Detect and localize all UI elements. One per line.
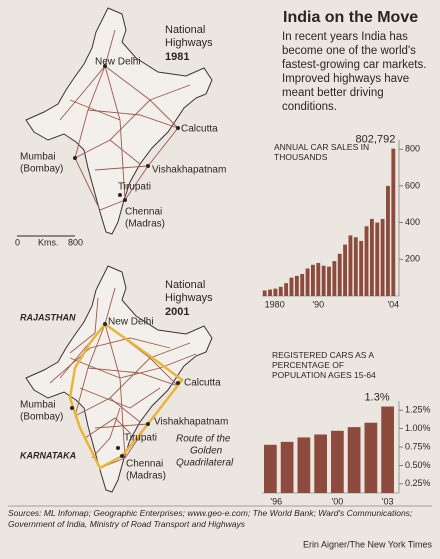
- bar: [278, 286, 283, 296]
- bar: [321, 265, 326, 296]
- scale-label: Kms.: [38, 237, 59, 247]
- bar: [343, 244, 348, 296]
- route-label: Golden: [190, 446, 223, 457]
- y-tick-label: 0.75%: [405, 441, 431, 451]
- golden-quadrilateral: [68, 322, 184, 470]
- city-label: Calcutta: [184, 378, 221, 389]
- state-label: KARNATAKA: [20, 450, 76, 460]
- bar: [364, 226, 369, 296]
- y-tick-label: 400: [405, 217, 420, 227]
- city-label: Calcutta: [181, 124, 218, 135]
- bar: [305, 268, 310, 296]
- chart-title-box: REGISTERED CARS AS A PERCENTAGE OF POPUL…: [272, 350, 376, 380]
- value-label: 802,792: [356, 134, 396, 146]
- city-label: Tirupati: [118, 182, 151, 193]
- state-label: RAJASTHAN: [20, 312, 76, 322]
- bar: [284, 283, 289, 296]
- city-label: Mumbai: [20, 400, 56, 411]
- bar: [264, 444, 277, 493]
- city-label: Chennai: [126, 459, 163, 470]
- sources: Sources: ML Infomap; Geographic Enterpri…: [8, 508, 413, 529]
- bar: [359, 240, 364, 296]
- x-tick-label: '00: [332, 496, 344, 506]
- bar: [268, 289, 272, 296]
- scale-label: 800: [68, 237, 83, 247]
- bar: [347, 427, 361, 493]
- page-title: India on the Move: [283, 9, 418, 26]
- chart-title: REGISTERED CARS AS A PERCENTAGE OF POPUL…: [272, 350, 376, 380]
- route-label: Quadrilateral: [176, 458, 234, 469]
- bar: [262, 290, 267, 296]
- bar: [289, 277, 294, 296]
- bar: [297, 437, 311, 493]
- route-label: Route of the: [176, 434, 231, 445]
- y-tick-label: 1.25%: [405, 405, 431, 415]
- city-label: (Madras): [126, 471, 166, 482]
- bar: [375, 222, 380, 296]
- y-tick-label: 600: [405, 180, 420, 190]
- city-label: Chennai: [125, 207, 162, 218]
- city-label: New Delhi: [95, 57, 141, 68]
- y-tick-label: 800: [405, 144, 420, 154]
- bar: [380, 218, 385, 296]
- x-tick-label: '04: [387, 299, 399, 309]
- bar: [273, 288, 278, 296]
- map-title: National: [165, 24, 205, 36]
- map-title: Highways: [165, 292, 213, 304]
- x-tick-label: 1980: [265, 299, 285, 309]
- bar: [337, 253, 342, 296]
- bar: [327, 266, 331, 296]
- chart-title-box: ANNUAL CAR SALES IN THOUSANDS: [274, 142, 370, 162]
- city-label: Vishakhapatnam: [152, 165, 226, 176]
- bar: [314, 434, 327, 493]
- intro-box: In recent years India has become one of …: [282, 31, 427, 113]
- y-tick-label: 1.00%: [405, 423, 431, 433]
- bar: [332, 261, 337, 296]
- y-tick-label: 0.25%: [405, 478, 431, 488]
- bar: [369, 218, 374, 296]
- map-title: National: [165, 279, 205, 291]
- intro: In recent years India has become one of …: [282, 31, 427, 113]
- bar: [386, 185, 390, 296]
- map-title: Highways: [165, 37, 213, 49]
- bar: [280, 441, 294, 493]
- bar: [353, 237, 358, 296]
- map-1981: National Highways 1981 New Delhi Calcutt…: [15, 7, 226, 247]
- map-year: 2001: [165, 306, 189, 318]
- city-label: New Delhi: [108, 317, 154, 328]
- map-year: 1981: [165, 51, 189, 63]
- bar: [300, 273, 305, 296]
- scale-label: 0: [15, 237, 20, 247]
- city-label: (Madras): [125, 219, 165, 230]
- city-label: Mumbai: [20, 152, 56, 163]
- city-label: (Bombay): [20, 412, 63, 423]
- value-label: 1.3%: [365, 391, 390, 403]
- map-2001: National Highways 2001 RAJASTHAN New Del…: [20, 265, 234, 493]
- bar: [391, 148, 396, 296]
- bar: [348, 235, 353, 296]
- x-tick-label: '03: [382, 496, 394, 506]
- y-tick-label: 0.50%: [405, 460, 431, 470]
- city-label: Tirupati: [124, 433, 157, 444]
- bar: [364, 422, 378, 493]
- y-tick-label: 200: [405, 254, 420, 264]
- chart-title: ANNUAL CAR SALES IN THOUSANDS: [274, 142, 370, 162]
- bar: [331, 430, 344, 493]
- credit: Erin Aigner/The New York Times: [303, 539, 433, 549]
- bar: [316, 262, 321, 296]
- city-label: (Bombay): [20, 164, 63, 175]
- x-tick-label: '90: [312, 299, 324, 309]
- sources-box: Sources: ML Infomap; Geographic Enterpri…: [8, 508, 413, 529]
- bar: [310, 264, 315, 296]
- city-label: Vishakhapatnam: [154, 417, 228, 428]
- roads: [49, 287, 197, 469]
- x-tick-label: '96: [270, 496, 282, 506]
- bar: [294, 275, 299, 296]
- bar: [381, 406, 394, 493]
